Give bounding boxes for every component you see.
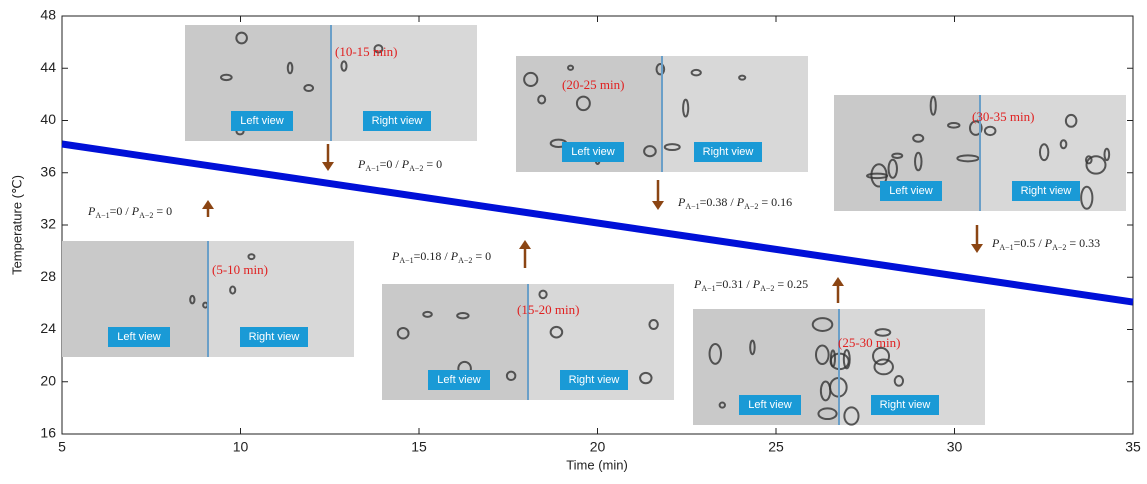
y-axis-label: Temperature (℃) bbox=[9, 175, 24, 275]
annotation-part: A−1 bbox=[399, 256, 413, 265]
x-tick-label: 25 bbox=[768, 439, 784, 455]
probability-annotation: PA−1=0.31 / PA−2 = 0.25 bbox=[693, 277, 808, 294]
annotation-part: A−2 bbox=[1052, 243, 1066, 252]
right-view-label: Right view bbox=[569, 374, 620, 386]
probability-annotation: PA−1=0.18 / PA−2 = 0 bbox=[391, 249, 491, 266]
left-view-label: Left view bbox=[117, 331, 160, 343]
probability-annotation: PA−1=0 / PA−2 = 0 bbox=[357, 157, 442, 174]
left-view-label: Left view bbox=[889, 185, 932, 197]
x-axis-label: Time (min) bbox=[566, 457, 628, 472]
annotation-part: = 0.16 bbox=[758, 195, 792, 209]
annotation-part: A−1 bbox=[365, 164, 379, 173]
inset-label: (15-20 min) bbox=[517, 302, 579, 317]
y-tick-label: 44 bbox=[40, 59, 56, 75]
probability-annotation: PA−1=0.38 / PA−2 = 0.16 bbox=[677, 195, 792, 212]
annotation-part: A−1 bbox=[701, 284, 715, 293]
annotation-part: A−2 bbox=[744, 202, 758, 211]
annotation-part: A−2 bbox=[409, 164, 423, 173]
right-view-label: Right view bbox=[880, 399, 931, 411]
right-view-label: Right view bbox=[249, 331, 300, 343]
inset-label: (20-25 min) bbox=[562, 77, 624, 92]
y-tick-label: 16 bbox=[40, 425, 56, 441]
annotation-part: A−1 bbox=[95, 211, 109, 220]
left-view-label: Left view bbox=[571, 146, 614, 158]
annotation-part: = 0 bbox=[423, 157, 442, 171]
right-view-label: Right view bbox=[1021, 185, 1072, 197]
annotation-part: = 0 bbox=[472, 249, 491, 263]
annotation-part: = 0.33 bbox=[1066, 236, 1100, 250]
annotation-part: A−1 bbox=[685, 202, 699, 211]
inset-label: (25-30 min) bbox=[838, 335, 900, 350]
x-tick-label: 20 bbox=[590, 439, 606, 455]
y-tick-label: 28 bbox=[40, 268, 56, 284]
y-tick-label: 48 bbox=[40, 7, 56, 23]
annotation-part: =0.31 / bbox=[716, 277, 753, 291]
y-tick-label: 20 bbox=[40, 372, 56, 388]
annotation-part: =0 / bbox=[110, 204, 132, 218]
arrow-head bbox=[652, 201, 664, 210]
x-tick-label: 5 bbox=[58, 439, 66, 455]
chart: Time (min) Temperature (℃) 5 10 15 20 25 30 35… bbox=[0, 0, 1147, 484]
y-tick-label: 36 bbox=[40, 163, 56, 179]
annotation-part: =0.18 / bbox=[414, 249, 451, 263]
x-tick-label: 35 bbox=[1125, 439, 1141, 455]
annotation-part: A−2 bbox=[139, 211, 153, 220]
y-tick-label: 24 bbox=[40, 320, 56, 336]
annotation-part: =0.38 / bbox=[700, 195, 737, 209]
annotation-part: =0 / bbox=[380, 157, 402, 171]
probability-annotation: PA−1=0.5 / PA−2 = 0.33 bbox=[991, 236, 1100, 253]
inset-label: (5-10 min) bbox=[212, 262, 268, 277]
arrow-head bbox=[971, 244, 983, 253]
annotation-part: = 0 bbox=[153, 204, 172, 218]
left-view-label: Left view bbox=[437, 374, 480, 386]
annotation-part: A−2 bbox=[458, 256, 472, 265]
annotation-part: =0.5 / bbox=[1014, 236, 1045, 250]
x-tick-label: 30 bbox=[947, 439, 963, 455]
x-tick-label: 10 bbox=[233, 439, 249, 455]
arrow-head bbox=[519, 240, 531, 249]
annotation-part: A−1 bbox=[999, 243, 1013, 252]
inset-label: (10-15 min) bbox=[335, 44, 397, 59]
right-view-label: Right view bbox=[372, 115, 423, 127]
y-tick-label: 40 bbox=[40, 111, 56, 127]
annotation-part: A−2 bbox=[760, 284, 774, 293]
arrow-head bbox=[322, 162, 334, 171]
arrow-head bbox=[202, 200, 214, 209]
probability-annotation: PA−1=0 / PA−2 = 0 bbox=[87, 204, 172, 221]
right-view-label: Right view bbox=[703, 146, 754, 158]
left-view-label: Left view bbox=[240, 115, 283, 127]
y-tick-label: 32 bbox=[40, 216, 56, 232]
left-view-label: Left view bbox=[748, 399, 791, 411]
x-tick-label: 15 bbox=[411, 439, 427, 455]
arrow-head bbox=[832, 277, 844, 286]
inset-label: (30-35 min) bbox=[972, 109, 1034, 124]
annotation-part: = 0.25 bbox=[774, 277, 808, 291]
